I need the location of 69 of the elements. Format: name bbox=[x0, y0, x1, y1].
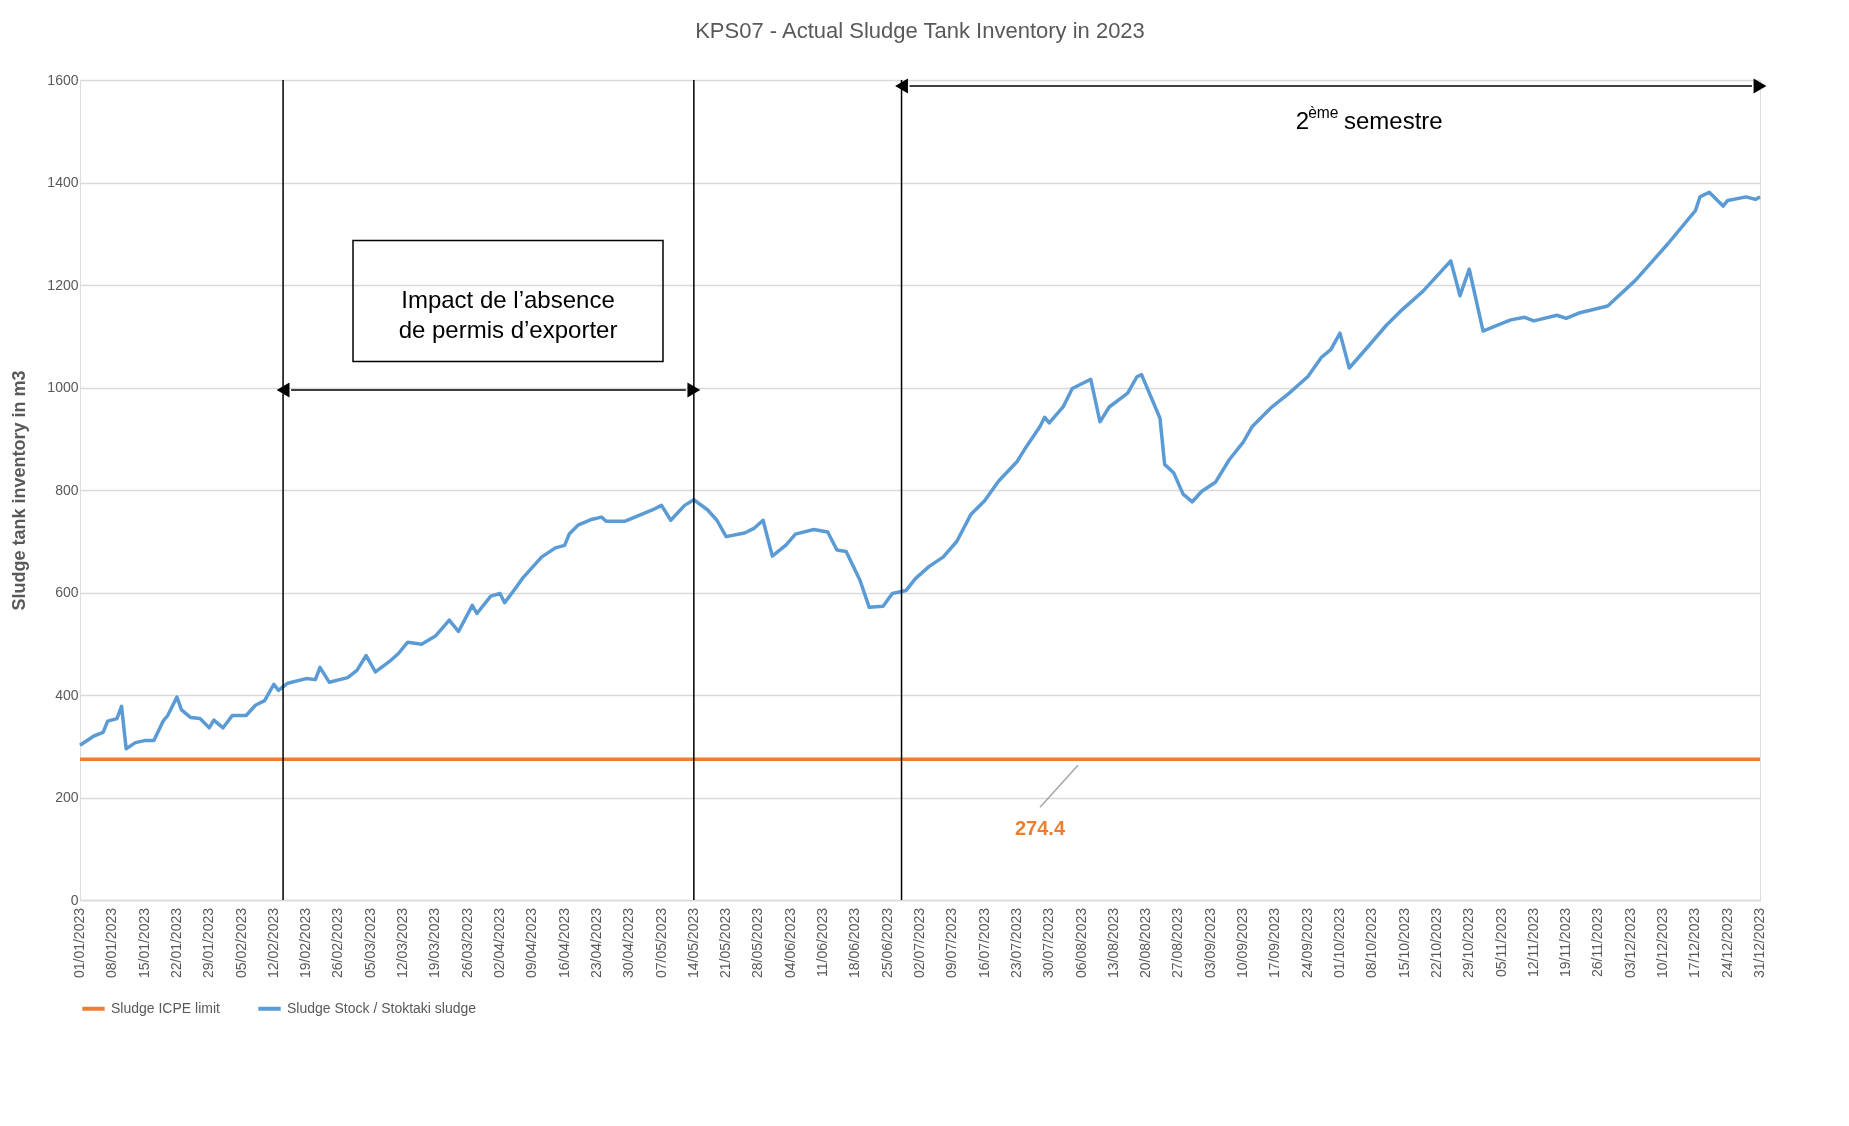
x-tick-label: 18/06/2023 bbox=[846, 907, 863, 979]
x-tick-label: 06/08/2023 bbox=[1072, 907, 1089, 979]
x-tick-label: 26/03/2023 bbox=[458, 907, 475, 979]
annotation: Impact de l’absence de permis d’exporter bbox=[398, 286, 618, 343]
legend-label: Sludge Stock / Stoktaki sludge bbox=[287, 999, 477, 1016]
x-tick-label: 14/05/2023 bbox=[684, 907, 701, 979]
x-tick-label: 10/12/2023 bbox=[1654, 907, 1671, 979]
y-tick-label: 1400 bbox=[47, 174, 79, 190]
x-tick-label: 03/09/2023 bbox=[1201, 907, 1218, 979]
x-tick-label: 17/09/2023 bbox=[1266, 907, 1283, 979]
x-tick-label: 31/12/2023 bbox=[1751, 907, 1767, 979]
x-tick-label: 10/09/2023 bbox=[1234, 907, 1251, 979]
x-tick-label: 26/02/2023 bbox=[329, 907, 346, 979]
chart-title: KPS07 - Actual Sludge Tank Inventory in 2023 bbox=[695, 18, 1145, 43]
x-tick-label: 17/12/2023 bbox=[1686, 907, 1703, 979]
x-tick-label: 28/05/2023 bbox=[749, 907, 766, 979]
x-tick-label: 02/04/2023 bbox=[491, 907, 507, 979]
line-series bbox=[78, 190, 1762, 751]
x-tick-label: 15/10/2023 bbox=[1395, 907, 1412, 979]
y-tick-label: 1200 bbox=[47, 276, 79, 293]
x-tick-label: 22/01/2023 bbox=[167, 907, 184, 979]
x-tick-label: 20/08/2023 bbox=[1137, 907, 1154, 979]
x-tick-label: 30/07/2023 bbox=[1040, 907, 1057, 979]
x-tick-label: 12/02/2023 bbox=[264, 907, 281, 979]
x-tick-label: 07/05/2023 bbox=[652, 907, 669, 979]
y-tick-label: 400 bbox=[55, 686, 79, 703]
x-tick-label: 16/04/2023 bbox=[555, 907, 572, 979]
x-tick-label: 04/06/2023 bbox=[781, 907, 798, 979]
x-tick-label: 23/04/2023 bbox=[587, 907, 604, 979]
x-tick-label: 01/01/2023 bbox=[71, 907, 87, 979]
x-tick-label: 24/09/2023 bbox=[1298, 907, 1315, 979]
x-tick-label: 29/01/2023 bbox=[200, 907, 217, 979]
x-tick-label: 26/11/2023 bbox=[1589, 907, 1606, 978]
y-tick-label: 1600 bbox=[47, 71, 79, 88]
x-tick-label: 08/01/2023 bbox=[103, 907, 120, 979]
x-tick-label: 19/11/2023 bbox=[1557, 907, 1574, 978]
x-tick-label: 23/07/2023 bbox=[1007, 907, 1024, 979]
x-tick-label: 19/03/2023 bbox=[426, 907, 443, 979]
data-label: 274.4 bbox=[1014, 817, 1066, 840]
x-tick-label: 05/02/2023 bbox=[232, 907, 249, 979]
x-tick-label: 29/10/2023 bbox=[1460, 907, 1477, 979]
x-tick-label: 22/10/2023 bbox=[1427, 907, 1444, 979]
legend-label: Sludge ICPE limit bbox=[111, 999, 221, 1016]
x-tick-label: 12/11/2023 bbox=[1524, 907, 1541, 978]
x-tick-label: 25/06/2023 bbox=[878, 907, 895, 979]
y-axis-title: Sludge tank inventory in m3 bbox=[9, 370, 30, 611]
x-tick-label: 03/12/2023 bbox=[1621, 907, 1638, 979]
y-tick-label: 800 bbox=[55, 481, 79, 498]
x-tick-label: 13/08/2023 bbox=[1104, 907, 1121, 979]
x-tick-label: 15/01/2023 bbox=[135, 907, 152, 979]
x-tick-label: 19/02/2023 bbox=[297, 907, 314, 979]
x-tick-label: 09/04/2023 bbox=[523, 907, 540, 979]
x-tick-label: 12/03/2023 bbox=[394, 907, 411, 979]
x-tick-label: 24/12/2023 bbox=[1718, 907, 1735, 979]
y-tick-label: 200 bbox=[55, 789, 79, 805]
x-tick-label: 09/07/2023 bbox=[943, 907, 960, 979]
x-tick-label: 16/07/2023 bbox=[975, 907, 992, 979]
x-tick-label: 05/11/2023 bbox=[1492, 907, 1509, 978]
x-tick-label: 08/10/2023 bbox=[1363, 907, 1380, 979]
y-tick-label: 600 bbox=[55, 584, 79, 600]
x-tick-label: 01/10/2023 bbox=[1331, 907, 1347, 979]
x-tick-label: 02/07/2023 bbox=[911, 907, 927, 979]
x-tick-label: 05/03/2023 bbox=[361, 907, 378, 979]
y-tick-label: 0 bbox=[70, 891, 79, 908]
x-tick-label: 27/08/2023 bbox=[1169, 907, 1186, 979]
x-tick-label: 21/05/2023 bbox=[717, 907, 734, 979]
x-tick-label: 11/06/2023 bbox=[814, 907, 831, 978]
y-tick-label: 1000 bbox=[47, 379, 79, 395]
x-tick-label: 30/04/2023 bbox=[620, 907, 637, 979]
